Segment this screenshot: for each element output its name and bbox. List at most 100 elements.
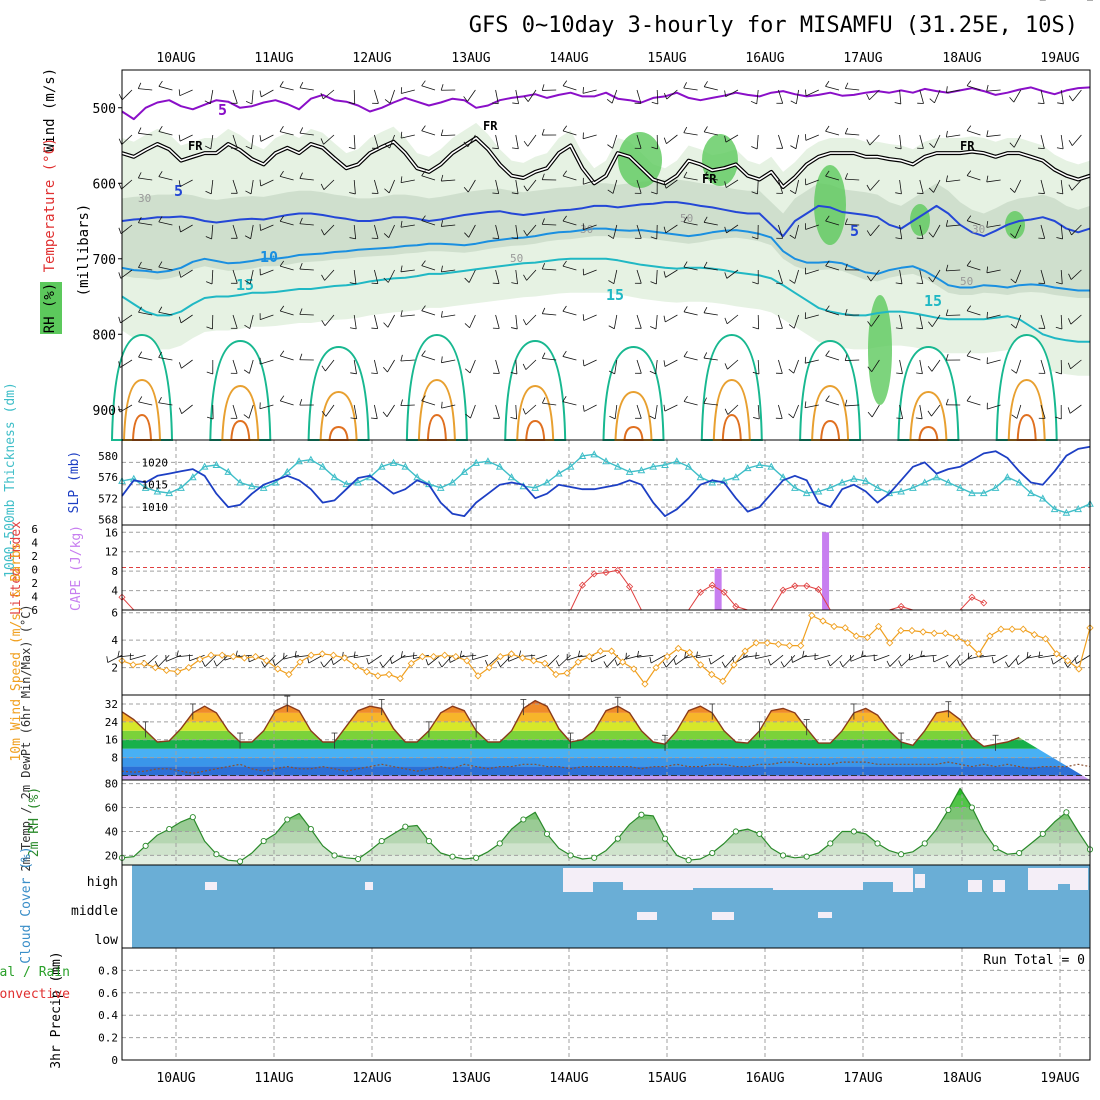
wind-barb [825, 130, 840, 136]
plume-core [1016, 413, 1037, 441]
wind-barb-feather [562, 350, 567, 357]
li-tick-label: 6 [31, 604, 38, 617]
wind-barb [919, 314, 924, 329]
wind-barb [805, 89, 819, 97]
thickness-point [283, 467, 292, 475]
thickness-point [672, 457, 681, 465]
wind-barb-feather [562, 80, 568, 87]
wind-barb [636, 404, 642, 419]
wind-barb [469, 314, 476, 328]
wind-speed-point [518, 654, 527, 662]
wind-barb [389, 134, 395, 149]
wind-barb [778, 89, 784, 104]
wind-barb-feather [562, 305, 567, 312]
wind-barb-feather [651, 101, 658, 105]
cloud-gap [1028, 868, 1058, 890]
rh-tick-label: 60 [105, 802, 118, 815]
plume-inner [417, 378, 456, 441]
wind-barb [1040, 179, 1045, 194]
wind-barb [353, 314, 357, 329]
cape-tick-label: 4 [111, 585, 118, 598]
thickness-point [165, 489, 174, 497]
wind-barb-feather [348, 101, 355, 105]
wind-barb [614, 359, 618, 374]
pressure-tick-label: 800 [93, 328, 116, 343]
thickness-point [389, 458, 398, 466]
rh-point [945, 806, 952, 813]
wind-barb [986, 314, 1001, 319]
wind-barb [279, 86, 294, 91]
wind-barb [468, 224, 476, 238]
wind-barb [211, 224, 214, 239]
thickness-point [188, 473, 197, 481]
wind-barb-feather [243, 414, 250, 419]
wind-barb [260, 269, 274, 276]
wind-barb [421, 265, 436, 271]
surface-wind-barb [176, 654, 193, 658]
wind-barb [1013, 134, 1022, 148]
wind-barb [250, 179, 254, 194]
wind-speed-point [841, 624, 849, 632]
wind-barb [664, 359, 678, 367]
wind-barb [1014, 179, 1022, 193]
wind-barb [794, 269, 799, 284]
date-label-bottom: 15AUG [647, 1071, 686, 1086]
wind-barb [158, 221, 173, 226]
wind-barb [232, 359, 238, 374]
wind-barb-feather [1037, 102, 1045, 105]
surface-wind-barb-feather [767, 659, 771, 666]
surface-wind-barb-feather [898, 660, 902, 667]
wind-barb [401, 134, 415, 139]
rh-point [850, 828, 857, 835]
surface-wind-barb [283, 654, 300, 660]
wind-barb-feather [349, 237, 356, 240]
wind-barb-feather [789, 234, 796, 239]
wind-speed-point [496, 652, 504, 661]
wind-barb [1040, 269, 1046, 284]
surface-wind-barb-feather [331, 658, 334, 665]
wind-barb [636, 179, 642, 194]
surface-wind-barb [274, 654, 288, 666]
wind-barb-feather [986, 311, 988, 319]
wind-barb [636, 359, 642, 374]
surface-wind-barb-feather [1064, 661, 1068, 668]
rh-point [614, 835, 621, 842]
temperature-band [122, 721, 1090, 731]
wind-speed-point [452, 652, 460, 661]
wind-barb [562, 310, 577, 316]
lifted-index-point [720, 588, 728, 596]
thickness-point [342, 480, 351, 488]
wind-barb [756, 89, 759, 104]
wind-barb-feather [259, 135, 262, 142]
wind-barb [612, 134, 618, 149]
surface-wind-barb-feather [366, 657, 369, 665]
wind-barb [665, 179, 678, 189]
wind-speed-point [218, 651, 226, 659]
cloud-level-label: low [95, 933, 119, 948]
wind-barb-feather [299, 172, 303, 179]
surface-wind-barb-feather [154, 660, 159, 667]
wind-barb [120, 269, 133, 279]
wind-speed-point [1019, 625, 1027, 633]
wind-barb [931, 314, 941, 327]
wind-barb [180, 224, 193, 233]
wind-barb-feather [607, 144, 613, 149]
wind-barb [525, 359, 537, 370]
temperature-band [122, 748, 1090, 758]
wind-barb [757, 404, 760, 419]
wind-barb-feather [582, 405, 585, 412]
lifted-index-point [578, 581, 586, 589]
wind-barb [158, 85, 173, 91]
wind-barb [666, 134, 678, 144]
thickness-point [932, 473, 941, 481]
wind-barb-feather [1056, 192, 1063, 195]
wind-barb-feather [915, 417, 923, 420]
wind-barb [583, 134, 597, 140]
wind-barb [583, 404, 597, 412]
wind-barb-feather [1055, 371, 1062, 375]
wind-speed-point [886, 639, 894, 647]
wind-barb-feather [928, 276, 934, 283]
li-tick-label: 4 [31, 591, 38, 604]
cloud-gap [893, 868, 913, 892]
